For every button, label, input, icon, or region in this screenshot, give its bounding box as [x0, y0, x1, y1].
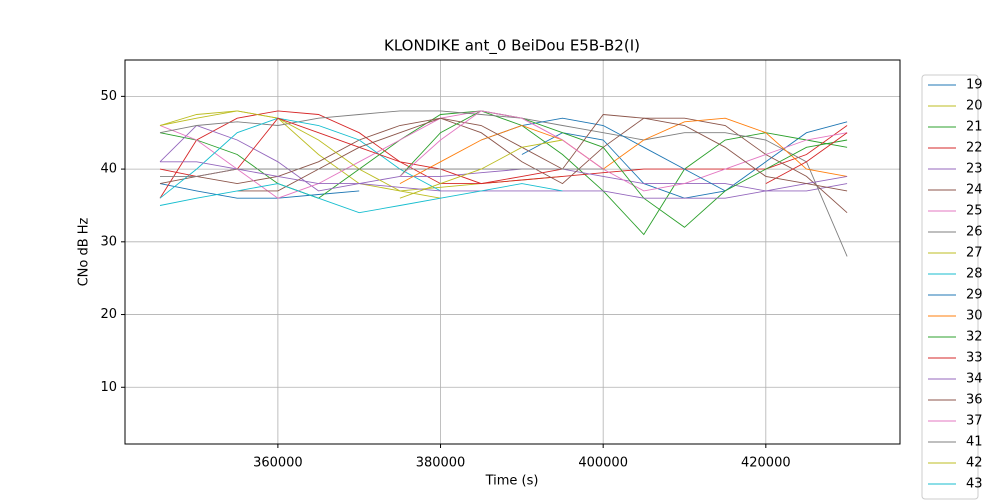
- series-line: [159, 117, 848, 214]
- series-line: [160, 161, 848, 199]
- x-tick-label: 360000: [253, 456, 303, 471]
- legend-label: 23: [966, 162, 983, 177]
- legend-label: 33: [966, 351, 983, 366]
- x-tick-label: 420000: [741, 456, 791, 471]
- series-line: [399, 117, 848, 184]
- legend-label: 24: [966, 183, 983, 198]
- series-line: [159, 110, 441, 199]
- legend-label: 32: [966, 330, 983, 345]
- legend-label: 30: [966, 309, 983, 324]
- series-line: [399, 110, 848, 228]
- legend-label: 28: [966, 267, 983, 282]
- y-tick-label: 30: [100, 234, 117, 249]
- y-tick-label: 10: [100, 380, 117, 395]
- y-tick-label: 50: [100, 89, 117, 104]
- series-line: [160, 168, 604, 177]
- chart-title: KLONDIKE ant_0 BeiDou E5B-B2(I): [384, 37, 640, 56]
- series-line: [159, 110, 848, 257]
- legend-label: 36: [966, 393, 983, 408]
- plot-frame: [124, 59, 901, 445]
- legend-label: 37: [966, 414, 983, 429]
- legend-label: 20: [966, 99, 983, 114]
- legend-label: 42: [966, 456, 983, 471]
- legend-label: 29: [966, 288, 983, 303]
- series-line: [237, 114, 848, 192]
- legend-label: 43: [966, 477, 983, 492]
- series-line: [399, 110, 604, 177]
- series-line: [159, 110, 848, 236]
- legend-label: 25: [966, 204, 983, 219]
- x-axis-label: Time (s): [485, 474, 539, 489]
- legend-label: 34: [966, 372, 983, 387]
- legend-label: 21: [966, 120, 983, 135]
- y-axis-label: CNo dB Hz: [77, 217, 92, 286]
- legend-label: 22: [966, 141, 983, 156]
- legend-label: 41: [966, 435, 983, 450]
- series-line: [159, 124, 848, 192]
- x-tick-label: 400000: [578, 456, 628, 471]
- series-line: [399, 139, 563, 199]
- y-tick-label: 20: [100, 307, 117, 322]
- series-line: [159, 183, 563, 214]
- legend-label: 27: [966, 246, 983, 261]
- legend-label: 26: [966, 225, 983, 240]
- legend-box: [921, 74, 979, 500]
- legend-label: 19: [966, 78, 983, 93]
- x-tick-label: 380000: [416, 456, 466, 471]
- series-line: [159, 110, 848, 199]
- y-tick-label: 40: [100, 162, 117, 177]
